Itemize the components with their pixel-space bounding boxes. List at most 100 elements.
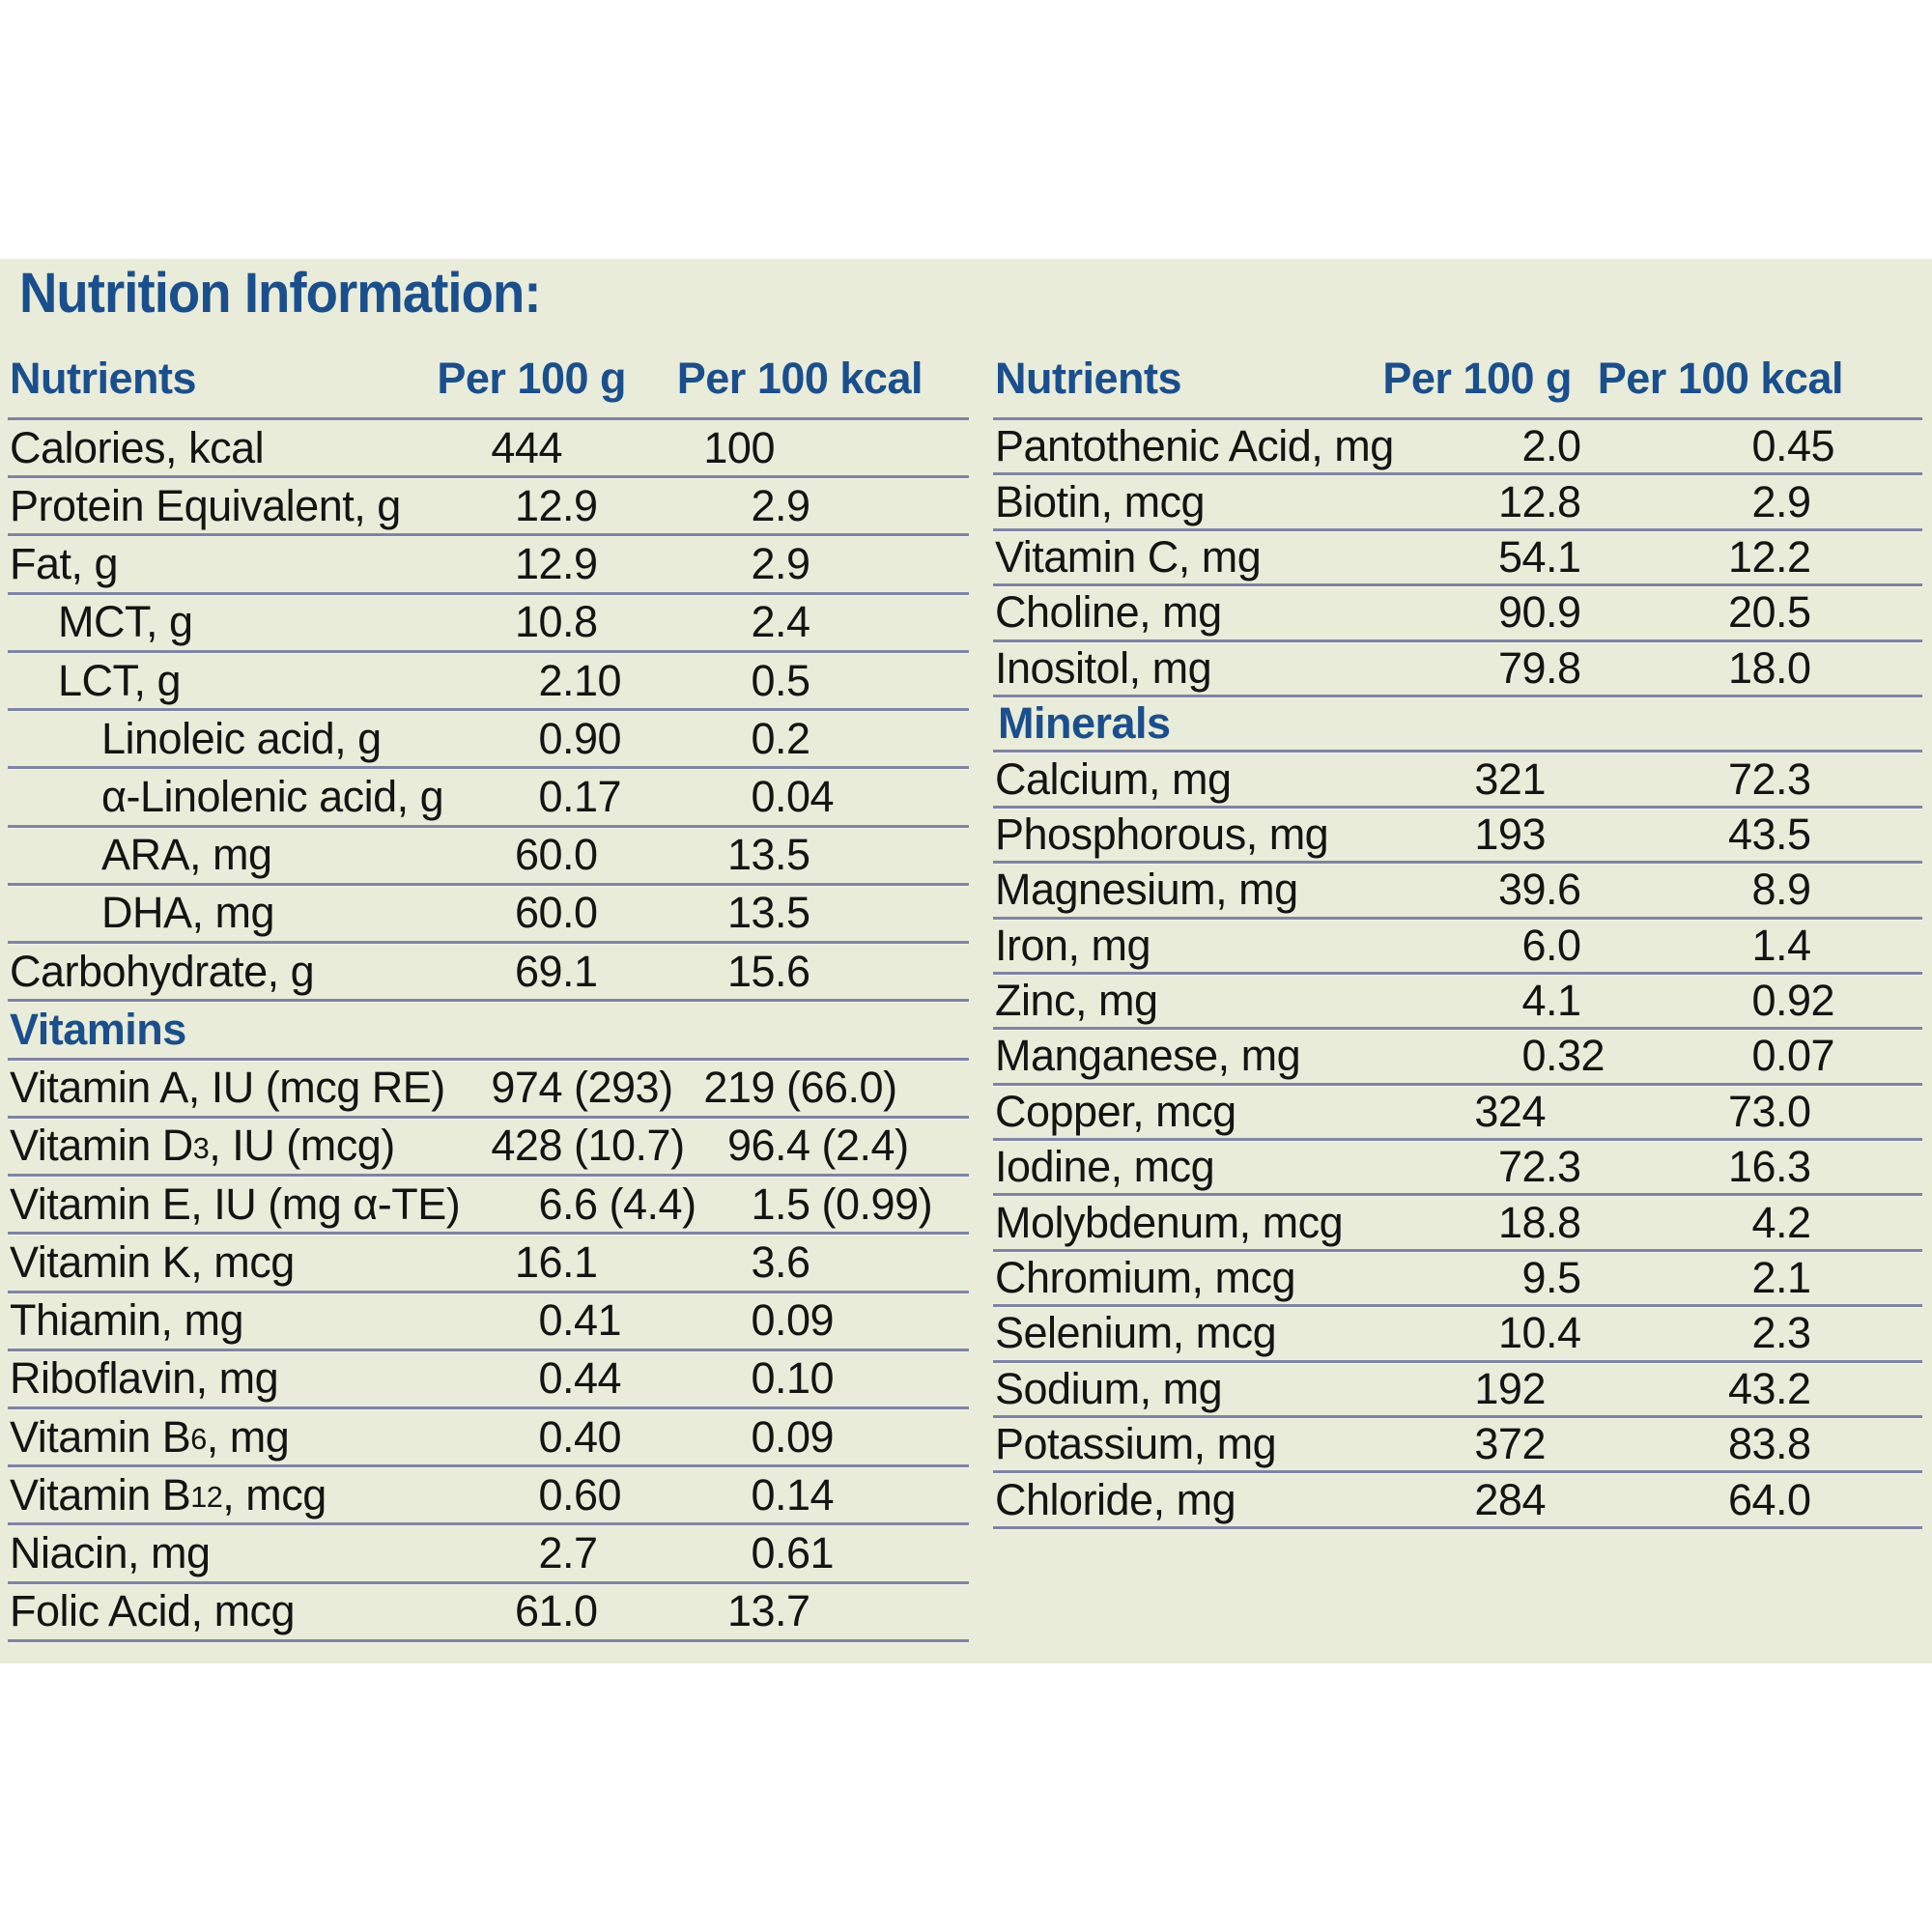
nutrient-label: Thiamin, mg (10, 1295, 244, 1346)
value-per-100kcal: 2 (751, 480, 775, 530)
value-per-100kcal-fraction: .92 (1776, 976, 1835, 1026)
value-per-100g-fraction: .8 (562, 597, 598, 647)
value-per-100kcal: 72 (1727, 753, 1776, 804)
value-per-100g-fraction: .0 (1546, 421, 1581, 471)
nutrient-label: Chromium, mcg (995, 1253, 1296, 1303)
nutrient-label: Selenium, mcg (995, 1308, 1277, 1358)
value-per-100g-fraction: .32 (1546, 1031, 1605, 1081)
value-per-100kcal-fraction: .2 (775, 713, 810, 763)
nutrient-label: ARA, mg (101, 830, 272, 880)
table-row: Vitamin C, mg 54.1 12.2 (993, 531, 1922, 587)
value-per-100g-fraction: .3 (1546, 1142, 1581, 1192)
value-per-100g: 444 (491, 422, 562, 472)
value-per-100g: 2 (538, 655, 562, 705)
value-per-100g-fraction: .1 (1546, 531, 1581, 582)
value-per-100kcal: 64 (1727, 1474, 1776, 1524)
value-per-100g: 2 (1521, 421, 1546, 471)
table-row: Magnesium, mg 39.6 8.9 (993, 864, 1922, 920)
value-per-100g-fraction: .0 (562, 888, 598, 938)
value-per-100kcal-fraction: .8 (1776, 1419, 1811, 1469)
value-per-100kcal-fraction: .3 (1776, 1142, 1811, 1192)
table-row: Biotin, mcg 12.8 2.9 (993, 475, 1922, 531)
value-per-100kcal: 13 (726, 1586, 776, 1636)
value-per-100g: 9 (1521, 1253, 1546, 1303)
value-per-100g: 192 (1474, 1363, 1546, 1413)
nutrient-label: Potassium, mg (995, 1419, 1277, 1469)
table-row: Molybdenum, mcg 18.8 4.2 (993, 1196, 1922, 1252)
value-per-100kcal: 4 (1751, 1197, 1776, 1247)
value-per-100kcal: 3 (751, 1236, 775, 1287)
nutrient-label: Iron, mg (995, 920, 1151, 970)
value-per-100kcal: 100 (703, 422, 775, 472)
nutrient-label: Vitamin A, IU (mcg RE) (10, 1063, 445, 1113)
nutrient-label: Magnesium, mg (995, 865, 1298, 915)
value-per-100kcal: 1 (1751, 920, 1776, 970)
table-row: Vitamin A, IU (mcg RE) 974 (293) 219 (66.0… (8, 1061, 969, 1119)
value-per-100g: 428 (491, 1121, 562, 1171)
nutrient-label: Vitamin B 12, mcg (10, 1469, 327, 1520)
value-per-100kcal: 2 (1751, 476, 1776, 526)
value-per-100kcal: 0 (751, 772, 775, 822)
value-per-100g: 0 (1521, 1031, 1546, 1081)
nutrient-label: Fat, g (10, 539, 119, 589)
value-per-100kcal: 0 (751, 1411, 775, 1462)
value-per-100g-fraction: .60 (562, 1469, 622, 1520)
value-per-100g: 6 (538, 1179, 562, 1229)
nutrient-label: Copper, mcg (995, 1086, 1236, 1136)
value-per-100g: 321 (1474, 753, 1546, 804)
value-per-100g: 4 (1521, 976, 1546, 1026)
value-per-100g-fraction: .6 (4.4) (562, 1179, 696, 1229)
value-per-100kcal: 43 (1727, 1363, 1776, 1413)
nutrient-label: DHA, mg (101, 888, 275, 938)
value-per-100kcal: 2 (751, 597, 775, 647)
value-per-100g: 2 (538, 1528, 562, 1578)
value-per-100g: 54 (1497, 531, 1547, 582)
value-per-100kcal-fraction: .09 (775, 1295, 835, 1346)
table-row: Linoleic acid, g 0.90 0.2 (8, 711, 969, 770)
section-header-row: Vitamins (8, 1002, 969, 1061)
value-per-100kcal: 0 (751, 1295, 775, 1346)
table-row: Vitamin E, IU (mg α-TE) 6.6 (4.4) 1.5 (0.9… (8, 1177, 969, 1236)
nutrient-label: Vitamin K, mcg (10, 1236, 295, 1287)
value-per-100kcal-fraction: .0 (1776, 1086, 1811, 1136)
table-row: Pantothenic Acid, mg 2.0 0.45 (993, 420, 1922, 476)
section-title: Minerals (998, 698, 1171, 749)
section-header-row: Minerals (993, 697, 1922, 753)
value-per-100g-fraction: .7 (562, 1528, 598, 1578)
nutrient-label: Inositol, mg (995, 642, 1212, 693)
value-per-100kcal: 15 (726, 946, 776, 996)
value-per-100kcal: 43 (1727, 809, 1776, 859)
value-per-100kcal-fraction: .61 (775, 1528, 835, 1578)
value-per-100g: 0 (538, 1353, 562, 1404)
value-per-100kcal-fraction: .10 (775, 1353, 835, 1404)
value-per-100g-fraction: .8 (1546, 476, 1581, 526)
value-per-100g: 284 (1474, 1474, 1546, 1524)
table-row: Selenium, mcg 10.4 2.3 (993, 1307, 1922, 1363)
value-per-100g: 372 (1474, 1419, 1546, 1469)
table-row: Iron, mg 6.0 1.4 (993, 920, 1922, 975)
section-title: Vitamins (10, 1004, 186, 1054)
table-row: Riboflavin, mg 0.44 0.10 (8, 1351, 969, 1409)
column-header-nutrients: Nutrients (995, 354, 1182, 403)
value-per-100g-fraction: .1 (562, 1236, 598, 1287)
table-row: Chloride, mg 284 64.0 (993, 1473, 1922, 1529)
value-per-100g: 12 (514, 539, 563, 589)
value-per-100g: 39 (1497, 865, 1547, 915)
value-per-100kcal-fraction: .9 (775, 539, 810, 589)
value-per-100g: 12 (514, 480, 563, 530)
value-per-100kcal-fraction: .14 (775, 1469, 835, 1520)
value-per-100kcal: 83 (1727, 1419, 1776, 1469)
value-per-100g: 12 (1497, 476, 1547, 526)
value-per-100g: 79 (1497, 642, 1547, 693)
nutrient-label: Iodine, mcg (995, 1142, 1215, 1192)
value-per-100g: 16 (514, 1236, 563, 1287)
value-per-100g: 18 (1497, 1197, 1547, 1247)
value-per-100kcal: 1 (751, 1179, 775, 1229)
value-per-100kcal-fraction: .0 (1776, 1474, 1811, 1524)
value-per-100kcal-fraction: .5 (775, 655, 810, 705)
nutrient-label: LCT, g (58, 655, 182, 705)
table-row: Calcium, mg 321 72.3 (993, 753, 1922, 809)
